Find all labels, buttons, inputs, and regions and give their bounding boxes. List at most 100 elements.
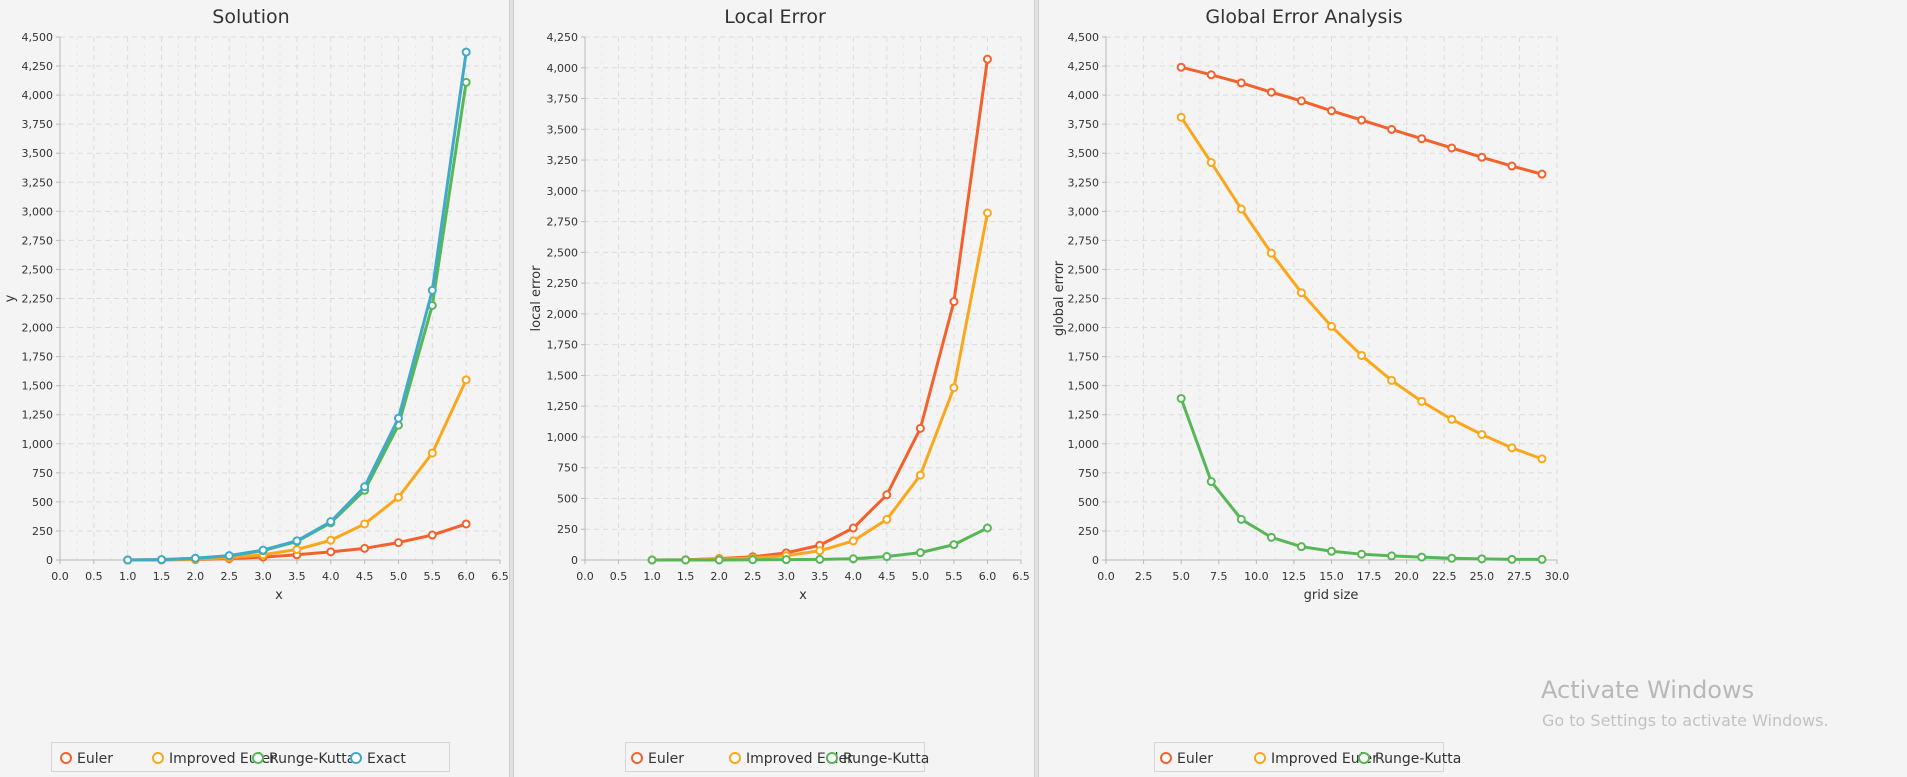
data-point[interactable] bbox=[647, 555, 657, 565]
data-point[interactable] bbox=[982, 54, 992, 64]
data-point[interactable] bbox=[1327, 321, 1336, 331]
y-tick-label: 4,000 bbox=[547, 62, 579, 75]
data-point[interactable] bbox=[1327, 106, 1336, 116]
y-tick-label: 1,500 bbox=[547, 369, 579, 382]
data-point[interactable] bbox=[292, 545, 302, 555]
data-point[interactable] bbox=[882, 514, 892, 524]
x-tick-label: 6.0 bbox=[979, 570, 997, 583]
data-point[interactable] bbox=[1537, 169, 1547, 179]
y-tick-label: 2,500 bbox=[22, 263, 54, 276]
data-point[interactable] bbox=[1296, 96, 1306, 106]
data-point[interactable] bbox=[1296, 288, 1306, 298]
data-point[interactable] bbox=[292, 536, 302, 546]
x-tick-label: 6.0 bbox=[457, 570, 475, 583]
data-point[interactable] bbox=[714, 555, 724, 565]
grid bbox=[1105, 36, 1558, 561]
y-tick-label: 750 bbox=[32, 467, 53, 480]
data-point[interactable] bbox=[1206, 158, 1216, 168]
data-point[interactable] bbox=[815, 546, 825, 556]
data-point[interactable] bbox=[1176, 62, 1186, 72]
data-point[interactable] bbox=[949, 540, 959, 550]
data-point[interactable] bbox=[393, 413, 403, 423]
data-point[interactable] bbox=[1447, 553, 1457, 563]
data-point[interactable] bbox=[748, 555, 758, 565]
y-tick-label: 3,000 bbox=[1068, 205, 1100, 218]
data-point[interactable] bbox=[1266, 532, 1276, 542]
data-point[interactable] bbox=[326, 535, 336, 545]
data-point[interactable] bbox=[1387, 124, 1397, 134]
data-point[interactable] bbox=[982, 523, 992, 533]
data-point[interactable] bbox=[1236, 204, 1246, 214]
data-point[interactable] bbox=[393, 538, 403, 548]
data-point[interactable] bbox=[1477, 554, 1487, 564]
x-tick-label: 0.0 bbox=[51, 570, 69, 583]
y-tick-label: 0 bbox=[1092, 554, 1099, 567]
data-point[interactable] bbox=[1236, 514, 1246, 524]
data-point[interactable] bbox=[681, 555, 691, 565]
data-point[interactable] bbox=[848, 536, 858, 546]
data-point[interactable] bbox=[326, 517, 336, 527]
data-point[interactable] bbox=[915, 548, 925, 558]
panel-divider-right[interactable] bbox=[1034, 0, 1039, 777]
data-point[interactable] bbox=[1507, 554, 1517, 564]
data-point[interactable] bbox=[949, 383, 959, 393]
data-point[interactable] bbox=[1387, 551, 1397, 561]
data-point[interactable] bbox=[360, 482, 370, 492]
data-point[interactable] bbox=[848, 554, 858, 564]
data-point[interactable] bbox=[1206, 70, 1216, 80]
data-point[interactable] bbox=[1447, 143, 1457, 153]
data-point[interactable] bbox=[882, 552, 892, 562]
data-point[interactable] bbox=[1417, 552, 1427, 562]
data-point[interactable] bbox=[1387, 375, 1397, 385]
data-point[interactable] bbox=[1507, 443, 1517, 453]
data-point[interactable] bbox=[1236, 78, 1246, 88]
data-point[interactable] bbox=[1357, 350, 1367, 360]
data-point[interactable] bbox=[982, 208, 992, 218]
data-point[interactable] bbox=[915, 423, 925, 433]
data-point[interactable] bbox=[1477, 152, 1487, 162]
data-point[interactable] bbox=[1417, 396, 1427, 406]
data-point[interactable] bbox=[1537, 454, 1547, 464]
data-point[interactable] bbox=[1447, 414, 1457, 424]
data-point[interactable] bbox=[781, 555, 791, 565]
data-point[interactable] bbox=[123, 555, 133, 565]
data-point[interactable] bbox=[393, 492, 403, 502]
data-point[interactable] bbox=[461, 519, 471, 529]
x-tick-label: 2.5 bbox=[744, 570, 762, 583]
data-point[interactable] bbox=[815, 554, 825, 564]
data-point[interactable] bbox=[258, 545, 268, 555]
data-point[interactable] bbox=[326, 547, 336, 557]
panel-divider-left[interactable] bbox=[509, 0, 514, 777]
data-point[interactable] bbox=[882, 490, 892, 500]
data-point[interactable] bbox=[915, 470, 925, 480]
data-point[interactable] bbox=[157, 555, 167, 565]
data-point[interactable] bbox=[461, 47, 471, 57]
data-point[interactable] bbox=[1176, 393, 1186, 403]
data-point[interactable] bbox=[1296, 542, 1306, 552]
data-point[interactable] bbox=[427, 530, 437, 540]
data-point[interactable] bbox=[1357, 115, 1367, 125]
data-point[interactable] bbox=[1176, 112, 1186, 122]
data-point[interactable] bbox=[1266, 248, 1276, 258]
data-point[interactable] bbox=[949, 297, 959, 307]
data-point[interactable] bbox=[427, 285, 437, 295]
data-point[interactable] bbox=[1507, 161, 1517, 171]
data-point[interactable] bbox=[427, 448, 437, 458]
data-point[interactable] bbox=[1206, 477, 1216, 487]
x-tick-label: 1.5 bbox=[677, 570, 695, 583]
data-point[interactable] bbox=[848, 523, 858, 533]
x-tick-label: 5.0 bbox=[912, 570, 930, 583]
data-point[interactable] bbox=[1327, 546, 1336, 556]
data-point[interactable] bbox=[360, 519, 370, 529]
data-point[interactable] bbox=[190, 553, 200, 563]
legend-marker bbox=[60, 752, 72, 764]
data-point[interactable] bbox=[1477, 429, 1487, 439]
data-point[interactable] bbox=[1537, 554, 1547, 564]
y-tick-label: 3,750 bbox=[22, 118, 54, 131]
data-point[interactable] bbox=[1266, 87, 1276, 97]
data-point[interactable] bbox=[461, 375, 471, 385]
data-point[interactable] bbox=[1357, 549, 1367, 559]
data-point[interactable] bbox=[360, 543, 370, 553]
data-point[interactable] bbox=[224, 551, 234, 561]
data-point[interactable] bbox=[1417, 134, 1427, 144]
